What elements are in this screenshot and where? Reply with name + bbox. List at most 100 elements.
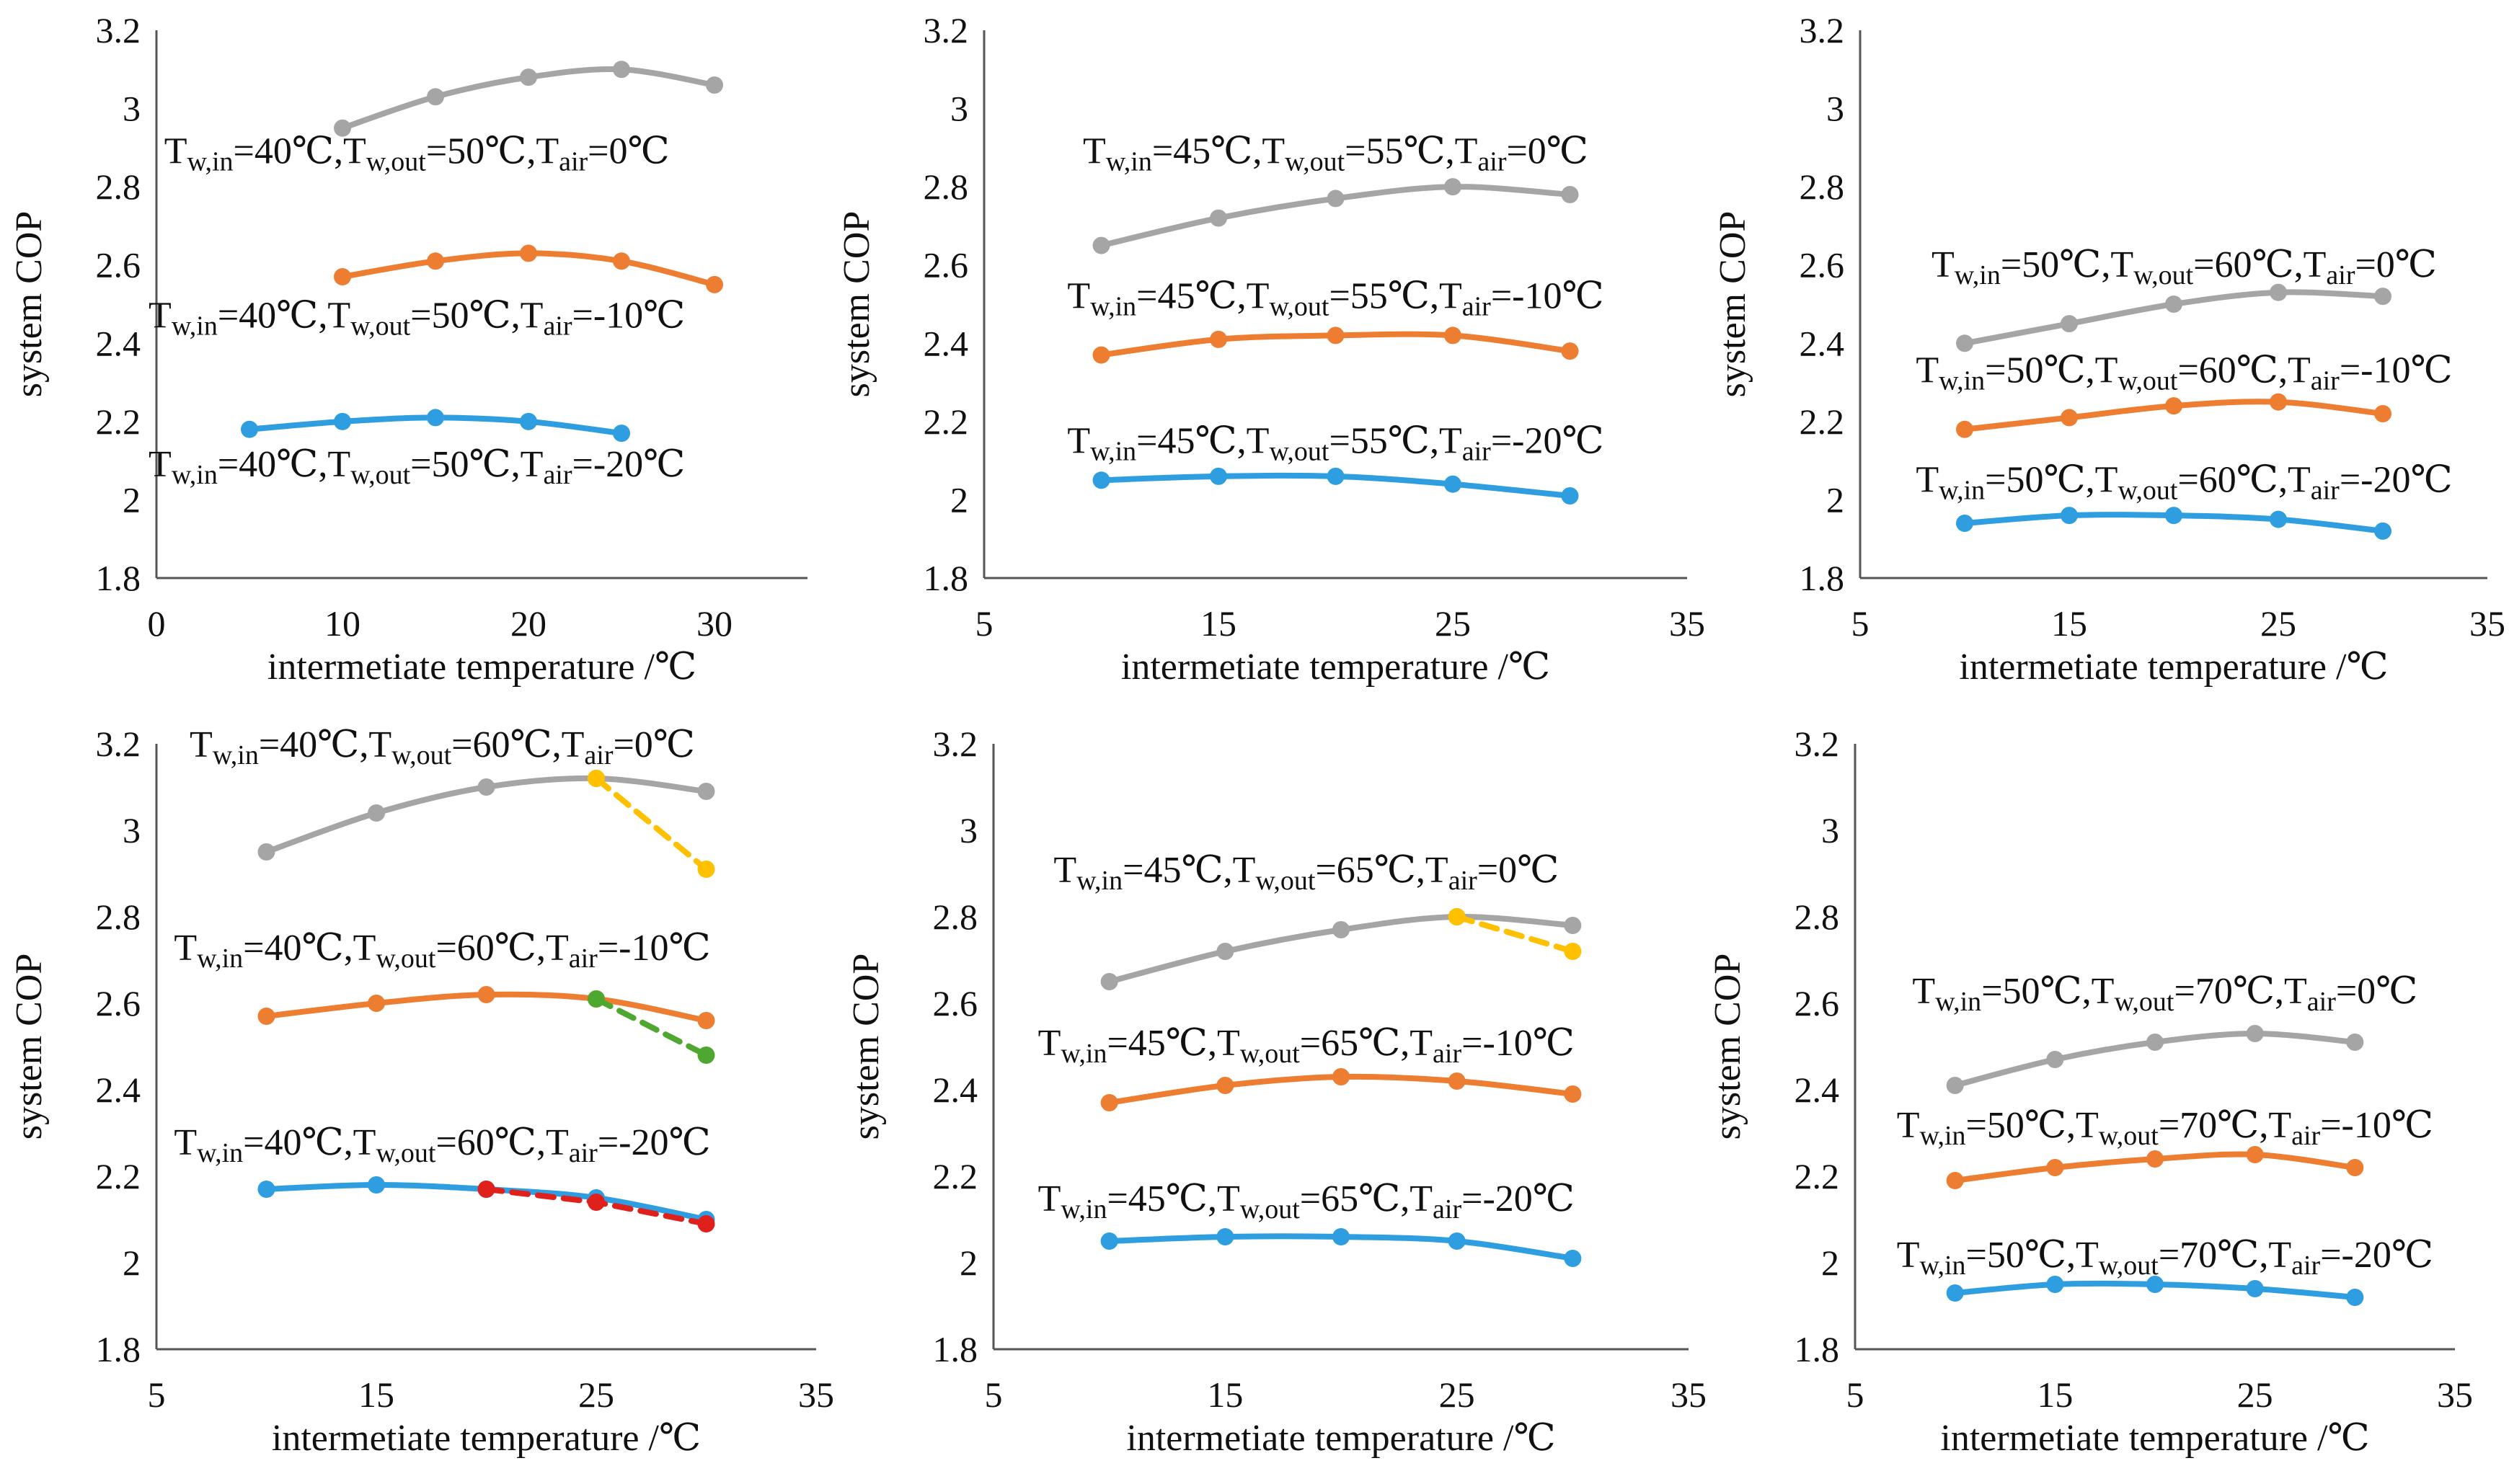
y-tick-label: 3.2 [96,724,141,764]
label-subscript: w,in [1090,291,1136,321]
label-part: =45℃,T [1123,850,1255,891]
x-tick-label: 35 [2469,603,2505,644]
y-tick-label: 3 [123,810,141,850]
y-tick-label: 2 [123,1243,141,1283]
x-axis-label: intermetiate temperature /℃ [272,1418,701,1459]
data-point [697,861,715,878]
data-point [697,783,715,800]
data-point [334,412,351,430]
label-part: =40℃,T [218,444,350,485]
data-point [1210,209,1227,227]
x-tick-label: 5 [1851,603,1869,644]
label-part: =0℃ [588,131,670,172]
label-part: =70℃,T [2159,1235,2291,1276]
label-part: =60℃,T [435,928,568,969]
data-point [2374,405,2391,422]
data-point [1946,1172,1964,1189]
x-tick-label: 15 [358,1374,394,1415]
label-subscript: w,in [197,1138,243,1168]
data-point [368,1176,385,1194]
condition-label: Tw,in=45℃,Tw,out=55℃,Tair=0℃ [1083,131,1588,177]
x-tick-label: 5 [985,1374,1003,1415]
data-point [477,1181,495,1198]
label-part: T [1897,1105,1920,1146]
label-subscript: w,in [213,740,259,770]
data-point [520,68,537,86]
data-point [1956,420,1973,438]
condition-label: Tw,in=40℃,Tw,out=50℃,Tair=-20℃ [149,444,685,490]
y-tick-label: 2.4 [924,323,969,363]
y-tick-label: 2.4 [1800,323,1845,363]
data-point [1956,334,1973,352]
label-subscript: w,out [391,740,451,770]
y-tick-label: 3.2 [96,10,141,50]
label-part: =-10℃ [2320,1105,2433,1146]
condition-label: Tw,in=50℃,Tw,out=60℃,Tair=-10℃ [1916,350,2452,396]
label-part: =40℃,T [234,131,366,172]
label-subscript: w,out [1255,866,1315,896]
label-part: =40℃,T [243,928,376,969]
panel-3: 1.8 2 2.2 2.4 2.6 2.8 3 3.2 5 15 25 35 intermetiate … [1712,10,2505,688]
y-tick-label: 2.4 [96,323,141,363]
label-subscript: air [569,1138,598,1168]
x-axis-label: intermetiate temperature /℃ [1959,647,2388,688]
x-tick-label: 30 [696,603,733,644]
label-part: T [1916,460,1939,501]
data-point [2374,522,2391,540]
data-point [2046,1051,2064,1068]
data-point [588,770,605,787]
data-point [706,275,723,293]
x-axis-label: intermetiate temperature /℃ [1121,647,1550,688]
label-part: =0℃ [1506,131,1588,172]
label-part: =40℃,T [243,1122,376,1163]
condition-label: Tw,in=40℃,Tw,out=60℃,Tair=-20℃ [174,1122,710,1168]
y-axis-label: system COP [846,954,887,1140]
y-tick-label: 2.2 [924,401,969,442]
label-part: T [1038,1023,1061,1064]
y-tick-label: 1.8 [96,558,141,598]
label-part: =-10℃ [598,928,711,969]
data-point [427,88,444,106]
label-part: =45℃,T [1152,131,1285,172]
label-part: =45℃,T [1136,420,1269,461]
x-tick-label: 10 [324,603,360,644]
condition-label: Tw,in=45℃,Tw,out=65℃,Tair=-10℃ [1038,1023,1575,1069]
label-subscript: w,out [2118,366,2177,396]
label-part: =50℃,T [1985,460,2118,501]
data-point [706,76,723,94]
data-point [2046,1276,2064,1293]
data-point [427,409,444,427]
data-point [2061,315,2078,333]
label-subscript: w,in [1061,1194,1107,1225]
label-subscript: w,out [350,460,410,490]
y-tick-label: 1.8 [924,558,969,598]
data-point [334,268,351,285]
label-subscript: w,in [1919,1121,1965,1151]
data-point [520,412,537,430]
label-subscript: w,in [1919,1250,1965,1281]
label-subscript: w,out [1240,1039,1300,1069]
data-point [2270,283,2287,301]
y-tick-label: 2.6 [1800,245,1845,285]
label-subscript: w,in [1939,366,1985,396]
data-point [2246,1025,2264,1042]
condition-label: Tw,in=50℃,Tw,out=60℃,Tair=0℃ [1931,244,2437,290]
condition-label: Tw,in=40℃,Tw,out=50℃,Tair=0℃ [164,131,670,177]
condition-label: Tw,in=45℃,Tw,out=55℃,Tair=-10℃ [1067,275,1603,321]
data-point [697,1047,715,1064]
label-part: T [1083,131,1106,172]
label-part: =40℃,T [259,724,391,765]
data-point [1444,178,1461,196]
condition-label: Tw,in=50℃,Tw,out=70℃,Tair=0℃ [1912,971,2417,1017]
data-point [1444,475,1461,493]
data-point [2146,1034,2164,1051]
label-part: T [174,928,197,969]
data-point [427,252,444,270]
y-tick-label: 2.6 [96,983,141,1023]
x-tick-label: 15 [1200,603,1236,644]
label-part: T [1067,275,1090,316]
data-point [1216,943,1234,960]
data-point [2374,288,2391,306]
label-subscript: air [2307,987,2336,1017]
